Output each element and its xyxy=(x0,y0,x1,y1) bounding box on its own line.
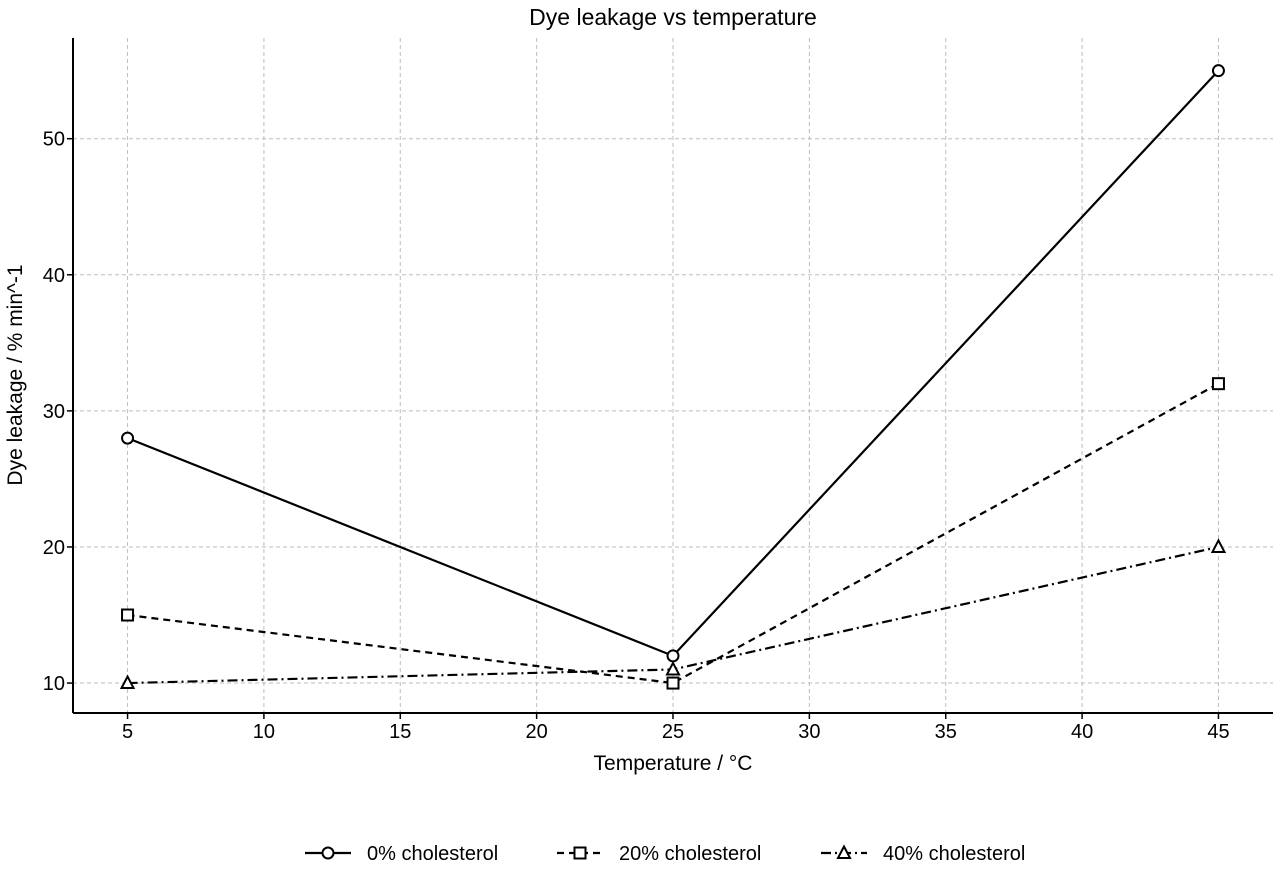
legend-entry: 20% cholesterol xyxy=(557,843,761,865)
y-tick-label: 50 xyxy=(43,129,65,151)
legend-label: 0% cholesterol xyxy=(367,843,498,865)
data-point xyxy=(666,676,680,690)
x-axis-title: Temperature / °C xyxy=(594,752,753,775)
legend-entry: 40% cholesterol xyxy=(821,843,1025,865)
series-line xyxy=(127,382,1219,685)
x-tick-label: 30 xyxy=(798,721,820,743)
data-point xyxy=(666,649,680,663)
grid-layer xyxy=(73,38,1273,713)
y-tick-label: 20 xyxy=(43,537,65,559)
data-point xyxy=(1211,64,1225,78)
x-tick-label: 45 xyxy=(1207,721,1229,743)
legend-marker xyxy=(573,846,587,860)
x-tick-label: 10 xyxy=(253,721,275,743)
series-1 xyxy=(121,377,1225,690)
legend-marker xyxy=(321,846,335,860)
data-point xyxy=(1211,377,1225,391)
data-point xyxy=(1210,538,1227,553)
data-point xyxy=(121,608,135,622)
series-2 xyxy=(119,538,1227,690)
data-point xyxy=(121,431,135,445)
x-tick-label: 20 xyxy=(526,721,548,743)
x-tick-label: 5 xyxy=(122,721,133,743)
series-layer xyxy=(119,64,1227,690)
legend-marker xyxy=(836,844,852,859)
x-tick-label: 25 xyxy=(662,721,684,743)
legend: 0% cholesterol 20% cholesterol 40% cholest… xyxy=(305,843,1025,865)
legend-entry: 0% cholesterol xyxy=(305,843,498,865)
ticks-layer: 5 10 15 20 25 30 35 40 45 10 20 30 40 50 xyxy=(43,129,1230,743)
y-tick-label: 30 xyxy=(43,401,65,423)
y-axis-title: Dye leakage / % min^-1 xyxy=(4,264,27,485)
data-point xyxy=(119,674,136,690)
data-point xyxy=(665,660,681,676)
x-tick-label: 35 xyxy=(935,721,957,743)
y-tick-label: 40 xyxy=(43,265,65,287)
legend-label: 40% cholesterol xyxy=(883,843,1025,865)
x-tick-label: 40 xyxy=(1071,721,1093,743)
y-tick-label: 10 xyxy=(43,673,65,695)
x-tick-label: 15 xyxy=(389,721,411,743)
legend-label: 20% cholesterol xyxy=(619,843,761,865)
chart-title: Dye leakage vs temperature xyxy=(529,4,817,30)
